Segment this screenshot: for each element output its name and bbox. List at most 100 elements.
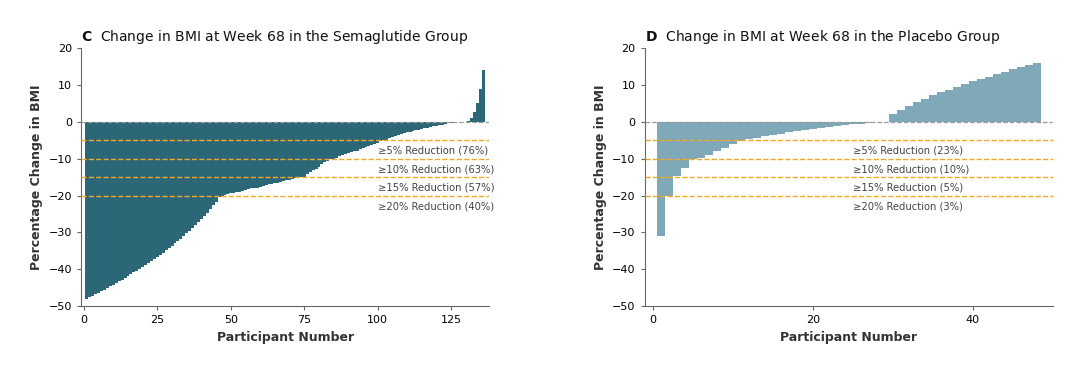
- Bar: [329, 122, 333, 159]
- Bar: [350, 122, 353, 152]
- Bar: [121, 122, 123, 280]
- Bar: [97, 122, 100, 293]
- Bar: [365, 122, 367, 147]
- Bar: [85, 122, 89, 299]
- Bar: [359, 122, 362, 149]
- Bar: [777, 122, 785, 134]
- Bar: [825, 122, 833, 127]
- Bar: [285, 122, 288, 180]
- Bar: [376, 122, 379, 142]
- Bar: [153, 122, 156, 259]
- Bar: [444, 122, 447, 124]
- Bar: [961, 84, 969, 122]
- Bar: [441, 122, 444, 125]
- Bar: [423, 122, 427, 128]
- Bar: [326, 122, 329, 161]
- Bar: [265, 122, 268, 185]
- Y-axis label: Percentage Change in BMI: Percentage Change in BMI: [30, 85, 43, 270]
- Bar: [167, 122, 171, 248]
- Bar: [673, 122, 680, 176]
- Bar: [282, 122, 285, 181]
- Bar: [400, 122, 403, 134]
- Bar: [261, 122, 265, 186]
- Text: ≥10% Reduction (63%): ≥10% Reduction (63%): [378, 164, 494, 174]
- Bar: [300, 122, 302, 177]
- Bar: [288, 122, 292, 180]
- Bar: [186, 122, 188, 234]
- Text: ≥5% Reduction (76%): ≥5% Reduction (76%): [378, 146, 488, 156]
- Bar: [294, 122, 297, 178]
- Bar: [259, 122, 261, 187]
- Bar: [94, 122, 97, 294]
- Bar: [374, 122, 376, 144]
- Bar: [335, 122, 338, 158]
- Bar: [993, 74, 1001, 122]
- Bar: [253, 122, 256, 188]
- Bar: [816, 122, 825, 128]
- Y-axis label: Percentage Change in BMI: Percentage Change in BMI: [594, 85, 607, 270]
- Bar: [318, 122, 321, 166]
- Bar: [206, 122, 208, 213]
- Text: ≥20% Reduction (3%): ≥20% Reduction (3%): [853, 201, 962, 211]
- Bar: [174, 122, 176, 244]
- Bar: [427, 122, 429, 128]
- Bar: [135, 122, 138, 270]
- Bar: [865, 122, 873, 123]
- Bar: [197, 122, 200, 222]
- Bar: [208, 122, 212, 209]
- Bar: [704, 122, 713, 155]
- Bar: [417, 122, 420, 130]
- Bar: [470, 118, 473, 122]
- Bar: [235, 122, 239, 192]
- Bar: [123, 122, 126, 278]
- Bar: [302, 122, 306, 177]
- Bar: [244, 122, 247, 190]
- Bar: [929, 96, 936, 122]
- Bar: [220, 122, 224, 196]
- Bar: [188, 122, 191, 231]
- Bar: [420, 122, 423, 129]
- X-axis label: Participant Number: Participant Number: [780, 331, 917, 344]
- Bar: [280, 122, 282, 182]
- Bar: [343, 122, 347, 154]
- Bar: [367, 122, 370, 146]
- Bar: [985, 76, 993, 122]
- Bar: [323, 122, 326, 162]
- Bar: [273, 122, 276, 183]
- Text: ≥15% Reduction (5%): ≥15% Reduction (5%): [853, 183, 963, 193]
- Bar: [179, 122, 183, 238]
- Bar: [1001, 72, 1009, 122]
- Bar: [249, 122, 253, 188]
- Bar: [241, 122, 244, 191]
- Bar: [362, 122, 365, 148]
- Bar: [333, 122, 335, 159]
- Bar: [913, 102, 921, 122]
- Bar: [114, 122, 118, 283]
- Bar: [468, 121, 470, 122]
- Bar: [396, 122, 400, 135]
- Bar: [408, 122, 411, 132]
- Bar: [753, 122, 760, 138]
- Bar: [921, 99, 929, 122]
- Text: ≥15% Reduction (57%): ≥15% Reduction (57%): [378, 183, 495, 193]
- Bar: [212, 122, 215, 206]
- Bar: [171, 122, 174, 246]
- Bar: [370, 122, 374, 145]
- Bar: [737, 122, 745, 141]
- Bar: [382, 122, 386, 140]
- Bar: [314, 122, 318, 169]
- Bar: [386, 122, 388, 140]
- Bar: [391, 122, 394, 137]
- Bar: [103, 122, 106, 290]
- Bar: [449, 122, 453, 123]
- Bar: [769, 122, 777, 135]
- Bar: [1032, 63, 1041, 122]
- Bar: [849, 122, 856, 124]
- Bar: [785, 122, 793, 132]
- Bar: [256, 122, 259, 187]
- Bar: [379, 122, 382, 141]
- Bar: [270, 122, 273, 183]
- Bar: [141, 122, 144, 267]
- Bar: [945, 90, 953, 122]
- Bar: [239, 122, 241, 192]
